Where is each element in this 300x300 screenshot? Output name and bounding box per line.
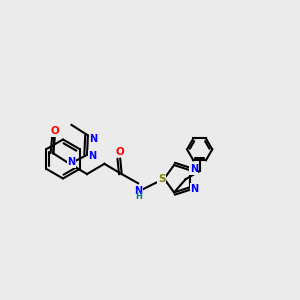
Text: N: N (190, 184, 198, 194)
Text: N: N (88, 151, 97, 160)
Text: O: O (50, 126, 59, 136)
Text: O: O (116, 147, 124, 157)
Text: N: N (190, 164, 198, 174)
Text: N: N (89, 134, 98, 144)
Text: N: N (67, 158, 75, 167)
Text: H: H (135, 192, 142, 201)
Text: S: S (158, 174, 166, 184)
Text: N: N (135, 186, 143, 196)
